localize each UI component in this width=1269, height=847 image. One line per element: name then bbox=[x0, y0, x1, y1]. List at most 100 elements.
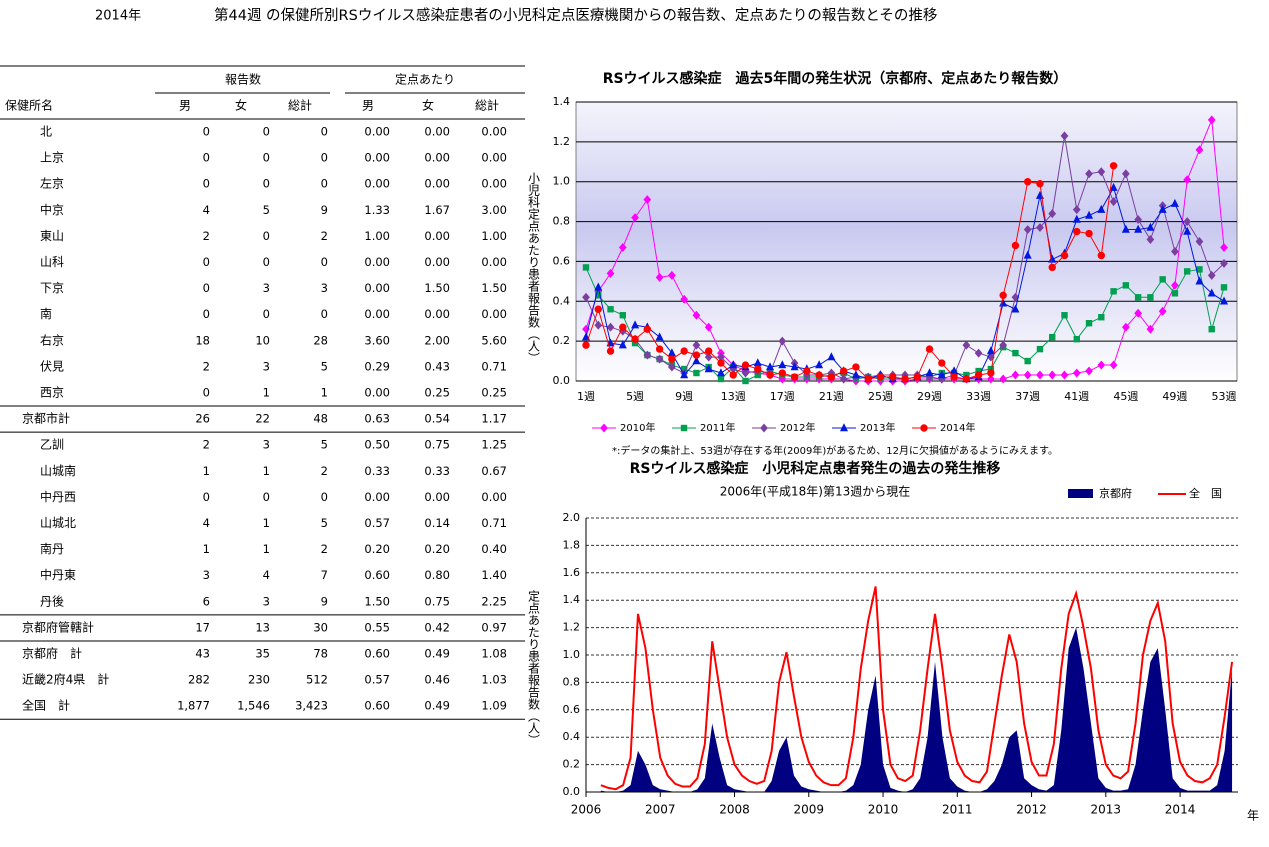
cell: 4 bbox=[263, 568, 270, 582]
point bbox=[1207, 270, 1216, 280]
cell: 30 bbox=[313, 620, 328, 634]
legend-label: 2011年 bbox=[700, 421, 735, 434]
cell: 0.25 bbox=[424, 386, 450, 400]
cell: 5 bbox=[263, 203, 270, 217]
column-header: 女 bbox=[422, 98, 434, 113]
cell: 0.71 bbox=[481, 359, 507, 373]
point bbox=[754, 365, 762, 373]
y-tick-label: 1.0 bbox=[563, 648, 581, 661]
cell: 1.50 bbox=[481, 281, 507, 295]
point bbox=[1012, 349, 1019, 357]
point bbox=[655, 345, 664, 353]
series-line bbox=[600, 586, 1234, 791]
point bbox=[1134, 294, 1142, 301]
point bbox=[1158, 306, 1167, 316]
cell: 2 bbox=[321, 542, 328, 556]
point bbox=[1048, 370, 1057, 380]
cell: 2.00 bbox=[424, 333, 450, 347]
chart-subtitle: 2006年(平成18年)第13週から現在 bbox=[720, 485, 910, 499]
point bbox=[606, 268, 615, 278]
point bbox=[1011, 241, 1020, 250]
y-tick-label: 1.4 bbox=[563, 593, 581, 606]
point bbox=[680, 424, 688, 432]
cell: 0.20 bbox=[364, 542, 390, 556]
point bbox=[643, 325, 652, 333]
point bbox=[704, 322, 713, 332]
cell: 0.00 bbox=[364, 307, 390, 321]
point bbox=[999, 340, 1008, 350]
cell: 0.71 bbox=[481, 516, 507, 530]
point bbox=[643, 350, 652, 360]
cell: 0 bbox=[263, 307, 270, 321]
point bbox=[729, 371, 737, 379]
cell: 0.00 bbox=[424, 307, 450, 321]
cell: 13 bbox=[255, 620, 270, 634]
point bbox=[1011, 292, 1020, 302]
x-tick-label: 5週 bbox=[626, 390, 644, 403]
cell: 78 bbox=[313, 647, 328, 661]
point bbox=[581, 332, 591, 341]
point bbox=[741, 368, 750, 378]
cell: 17 bbox=[195, 620, 210, 634]
cell: 2 bbox=[203, 359, 210, 373]
column-header: 女 bbox=[235, 98, 247, 113]
cell: 0.00 bbox=[424, 229, 450, 243]
group-header: 定点あたり bbox=[395, 72, 455, 87]
point bbox=[631, 213, 639, 223]
y-axis-label: 定点あたり患者報告数（人） bbox=[527, 589, 541, 746]
point bbox=[618, 243, 627, 252]
x-tick-label: 25週 bbox=[868, 390, 893, 403]
point bbox=[1048, 209, 1057, 219]
point bbox=[1158, 204, 1167, 213]
y-tick-label: 0.4 bbox=[563, 730, 581, 743]
cell: 0.57 bbox=[364, 516, 390, 530]
point bbox=[594, 320, 603, 330]
column-header: 男 bbox=[362, 99, 374, 113]
point bbox=[693, 369, 700, 377]
point bbox=[600, 423, 608, 433]
cell: 0 bbox=[321, 307, 328, 321]
point bbox=[839, 423, 849, 432]
cell: 0.00 bbox=[481, 177, 507, 191]
cell: 1.50 bbox=[424, 281, 450, 295]
point bbox=[692, 310, 701, 320]
point bbox=[1072, 214, 1081, 223]
y-tick-label: 0.4 bbox=[553, 294, 571, 307]
point bbox=[920, 424, 928, 432]
cell: 0.46 bbox=[424, 673, 450, 687]
point bbox=[1183, 217, 1192, 227]
x-tick-label: 1週 bbox=[577, 390, 595, 403]
cell: 0.57 bbox=[364, 673, 390, 687]
y-tick-label: 2.0 bbox=[563, 511, 581, 524]
cell: 3 bbox=[263, 359, 270, 373]
point bbox=[827, 352, 836, 361]
point bbox=[1085, 210, 1094, 219]
cell: 0.33 bbox=[424, 464, 450, 478]
point bbox=[1183, 175, 1192, 185]
x-tick-label: 2006 bbox=[571, 803, 602, 817]
point bbox=[937, 370, 946, 379]
y-tick-label: 1.8 bbox=[563, 538, 581, 551]
point bbox=[631, 320, 640, 329]
point bbox=[1036, 223, 1044, 233]
x-tick-label: 21週 bbox=[819, 390, 844, 403]
cell: 1 bbox=[203, 542, 210, 556]
point bbox=[1085, 229, 1093, 238]
point bbox=[1171, 280, 1179, 290]
row-name: 伏見 bbox=[40, 359, 64, 373]
cell: 0.33 bbox=[364, 464, 390, 478]
cell: 2.25 bbox=[481, 594, 507, 608]
point bbox=[1110, 288, 1117, 295]
point bbox=[1023, 370, 1032, 380]
point bbox=[1109, 197, 1118, 207]
point bbox=[1085, 169, 1093, 179]
cell: 0.42 bbox=[424, 620, 450, 634]
cell: 2 bbox=[321, 464, 328, 478]
point bbox=[1109, 182, 1118, 191]
point bbox=[1036, 370, 1044, 380]
point bbox=[1121, 169, 1130, 179]
point bbox=[1011, 370, 1020, 380]
cell: 0 bbox=[203, 177, 210, 191]
x-tick-label: 17週 bbox=[770, 390, 795, 403]
